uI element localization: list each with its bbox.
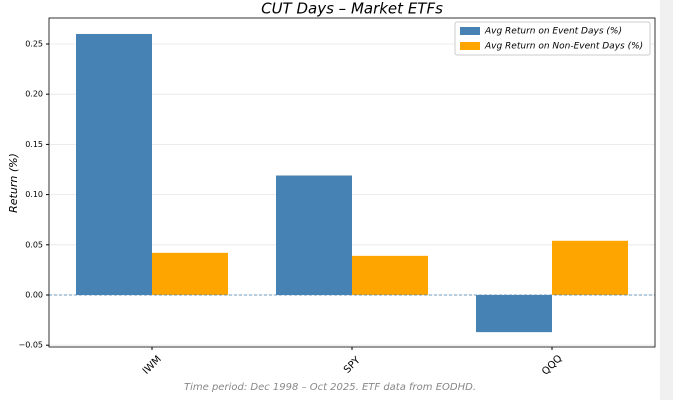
y-tick-label: 0.10 (25, 190, 43, 199)
y-tick-label: 0.00 (25, 290, 43, 299)
chart-title: CUT Days – Market ETFs (261, 0, 443, 18)
legend-swatch (460, 42, 480, 50)
y-tick-label: 0.25 (25, 40, 43, 49)
y-axis-label: Return (%) (7, 153, 20, 213)
y-tick-label: −0.05 (18, 341, 43, 350)
bar (152, 252, 228, 295)
legend-swatch (460, 27, 480, 35)
bar (552, 240, 628, 295)
edge-strip (660, 0, 673, 400)
footnote: Time period: Dec 1998 – Oct 2025. ETF da… (184, 382, 476, 393)
legend-label: Avg Return on Non-Event Days (%) (484, 42, 643, 52)
legend-box (454, 21, 651, 56)
y-tick-label: 0.20 (25, 90, 43, 99)
y-tick-label: 0.05 (25, 240, 43, 249)
legend-label: Avg Return on Event Days (%) (484, 27, 622, 37)
bar (352, 255, 428, 295)
bar (76, 33, 152, 295)
plot-frame (48, 17, 656, 348)
bar (276, 175, 352, 295)
bar (476, 294, 552, 333)
y-tick-label: 0.15 (25, 140, 43, 149)
